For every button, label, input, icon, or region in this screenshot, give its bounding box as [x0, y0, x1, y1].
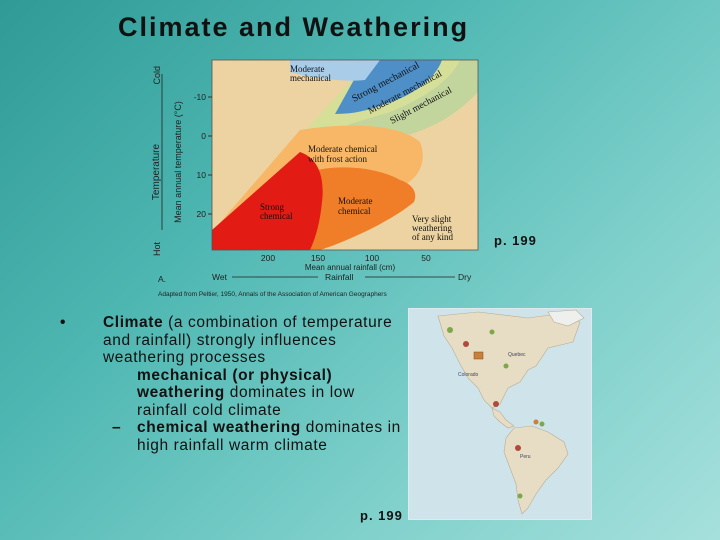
x-axis-end-right: Dry — [458, 272, 472, 282]
y-axis-label-outer: Temperature — [151, 143, 162, 200]
region-frost-action — [212, 125, 423, 250]
label-moderate-chemical-2: chemical — [338, 206, 371, 216]
map-marker-1 — [447, 327, 453, 333]
map-marker-7 — [515, 445, 521, 451]
label-very-slight-1: Very slight — [412, 214, 452, 224]
label-moderate-chemical-1: Moderate — [338, 196, 372, 206]
bullet-sub2-bold: chemical weathering — [137, 419, 301, 436]
label-moderate-mechanical-top-1: Moderate — [290, 64, 324, 74]
map-marker-5 — [493, 401, 499, 407]
label-very-slight-2: weathering — [412, 223, 452, 233]
x-axis-label-outer: Rainfall — [325, 272, 353, 282]
map-label-quebec: Quebec — [508, 352, 526, 358]
map-page-ref: p. 199 — [360, 508, 403, 523]
y-tick-label-4: 20 — [197, 209, 207, 219]
label-frost-1: Moderate chemical — [308, 144, 378, 154]
bullet-main-bold: Climate — [103, 314, 164, 331]
map-label-peru: Peru — [520, 454, 531, 460]
plot-frame — [211, 59, 479, 251]
slide-title: Climate and Weathering — [118, 12, 470, 42]
bullet-sub1-text: dominates in low rainfall cold climate — [137, 384, 355, 419]
x-axis-label: Mean annual rainfall (cm) — [305, 263, 396, 272]
label-very-slight-3: of any kind — [412, 232, 453, 242]
x-tick-label-1: 200 — [261, 253, 275, 263]
source-note: Adapted from Peltier, 1950, Annals of th… — [158, 291, 387, 298]
bullet-main-text: (a combination of temperature and rainfa… — [103, 314, 393, 366]
map-marker-3 — [473, 351, 484, 360]
label-strong-chemical-2: chemical — [260, 211, 293, 221]
y-axis-label-inner: Mean annual temperature (°C) — [173, 101, 183, 223]
region-moderate-mechanical — [212, 60, 460, 250]
bullet-marker: • — [60, 314, 67, 331]
americas-map: Quebec Colorado Peru — [408, 308, 592, 520]
region-moderate-mechanical-top — [290, 60, 380, 81]
x-tick-label-2: 150 — [311, 253, 325, 263]
map-marker-6 — [539, 421, 545, 427]
diagram-page-ref: p. 199 — [494, 233, 537, 248]
land-greenland — [547, 309, 585, 327]
bullet-sub-mechanical: mechanical (or physical) weathering domi… — [60, 367, 410, 420]
map-marker-2 — [463, 341, 469, 347]
x-tick-label-4: 50 — [421, 253, 431, 263]
sub-bullet-marker: – — [112, 419, 122, 436]
bullet-sub2-text: dominates in high rainfall warm climate — [137, 419, 401, 454]
map-marker-10 — [489, 329, 495, 335]
y-axis-end-high: Cold — [152, 66, 162, 85]
label-strong-chemical-1: Strong — [260, 202, 285, 212]
region-strong-chemical — [212, 152, 323, 250]
plot-area — [211, 59, 479, 251]
y-tick-label-3: 10 — [197, 170, 207, 180]
label-moderate-mechanical-top-2: mechanical — [290, 73, 331, 83]
y-tick-label-1: -10 — [194, 92, 207, 102]
bullet-list: • Climate (a combination of temperature … — [60, 314, 410, 454]
x-tick-label-3: 100 — [365, 253, 379, 263]
y-axis-end-low: Hot — [152, 242, 162, 257]
map-marker-9 — [533, 419, 539, 425]
land-central-america — [491, 407, 515, 429]
y-tick-label-2: 0 — [201, 131, 206, 141]
bullet-sub1-bold: mechanical (or physical) weathering — [137, 366, 333, 402]
weathering-diagram: Cold Hot Temperature Mean annual tempera… — [151, 59, 479, 298]
map-marker-8 — [517, 493, 523, 499]
bullet-main: • Climate (a combination of temperature … — [60, 314, 410, 367]
bullet-sub-chemical: – chemical weathering dominates in high … — [60, 419, 410, 454]
x-axis-end-left: Wet — [212, 272, 228, 282]
label-frost-2: with frost action — [308, 154, 367, 164]
region-moderate-chemical — [310, 167, 416, 250]
map-label-colorado: Colorado — [458, 372, 479, 378]
corner-mark: A. — [158, 274, 166, 284]
map-marker-4 — [503, 363, 509, 369]
